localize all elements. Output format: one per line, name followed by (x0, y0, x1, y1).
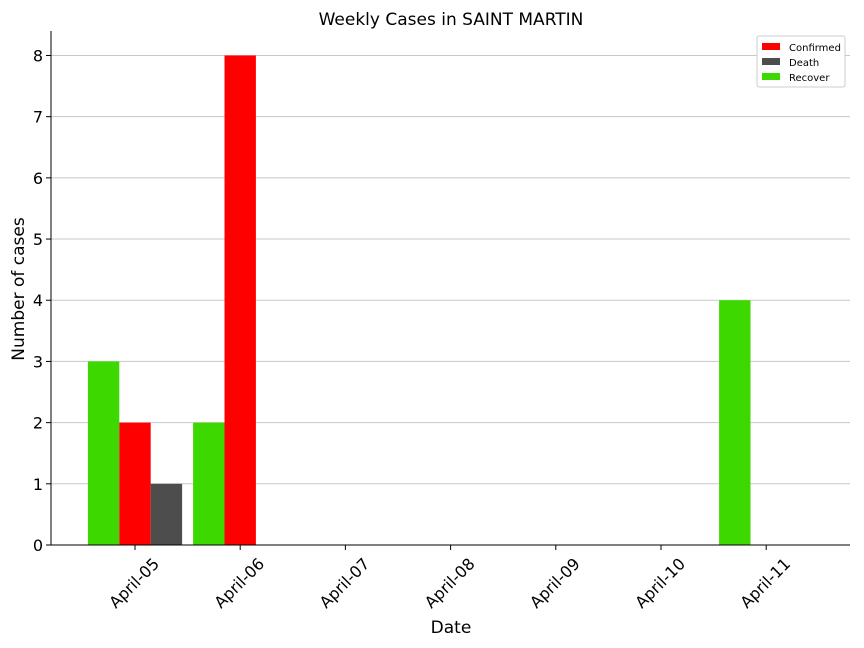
legend: Confirmed Death Recover (756, 35, 846, 88)
y-tick-label: 8 (33, 46, 43, 65)
bar-recover (719, 300, 751, 545)
y-ticks: 0 1 2 3 4 5 6 7 8 (33, 46, 51, 555)
x-tick-label: April-09 (526, 554, 584, 612)
chart-title: Weekly Cases in SAINT MARTIN (319, 10, 584, 30)
x-tick-label: April-07 (316, 554, 374, 612)
legend-label-recover: Recover (789, 73, 830, 84)
x-ticks: April-05 April-06 April-07 April-08 April-09… (105, 545, 794, 612)
bars (87, 55, 751, 545)
y-tick-label: 2 (33, 414, 43, 433)
legend-swatch-recover (762, 73, 780, 80)
legend-swatch-confirmed (762, 43, 780, 50)
y-tick-label: 7 (33, 108, 43, 127)
x-tick-label: April-10 (631, 554, 689, 612)
bar-confirmed (224, 55, 256, 545)
y-tick-label: 0 (33, 536, 43, 555)
x-tick-label: April-11 (736, 554, 794, 612)
x-axis-title: Date (431, 618, 472, 638)
x-tick-label: April-06 (210, 554, 268, 612)
y-tick-label: 6 (33, 169, 43, 188)
y-tick-label: 3 (33, 352, 43, 371)
legend-label-confirmed: Confirmed (789, 43, 841, 54)
legend-swatch-death (762, 58, 780, 65)
y-tick-label: 4 (33, 291, 43, 310)
bar-recover (87, 361, 120, 545)
x-tick-label: April-05 (105, 554, 163, 612)
gridlines (51, 54, 850, 485)
y-axis-title: Number of cases (9, 217, 29, 361)
x-tick-label: April-08 (421, 554, 479, 612)
y-tick-label: 5 (33, 230, 43, 249)
y-tick-label: 1 (33, 475, 43, 494)
bar-confirmed (119, 422, 151, 545)
legend-label-death: Death (789, 58, 819, 69)
bar-death (150, 483, 183, 545)
bar-recover (193, 422, 225, 545)
